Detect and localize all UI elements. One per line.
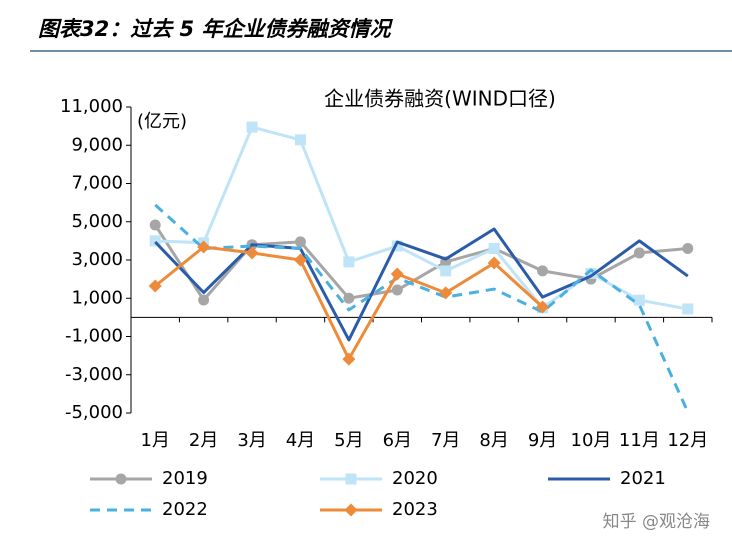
x-tick-label: 4月 — [286, 430, 315, 451]
legend-label: 2019 — [162, 468, 208, 489]
point — [343, 292, 355, 304]
point — [390, 267, 404, 281]
point — [488, 243, 500, 255]
y-tick-label: 11,000 — [60, 96, 123, 117]
point — [342, 352, 356, 366]
point — [149, 219, 161, 231]
point — [536, 300, 550, 314]
x-tick-label: 3月 — [237, 430, 266, 451]
point — [682, 243, 694, 255]
x-tick-label: 6月 — [383, 430, 412, 451]
legend-label: 2021 — [620, 468, 666, 489]
legend-marker — [344, 503, 358, 517]
chart-title: 企业债券融资(WIND口径) — [324, 87, 556, 111]
point — [197, 240, 211, 254]
y-tick-label: -5,000 — [65, 402, 123, 423]
x-tick-label: 2月 — [189, 430, 218, 451]
point — [487, 256, 501, 270]
point — [148, 279, 162, 293]
y-tick-label: 5,000 — [71, 211, 123, 232]
y-tick-label: 9,000 — [71, 134, 123, 155]
point — [633, 247, 645, 259]
y-tick-label: 1,000 — [71, 287, 123, 308]
point — [294, 236, 306, 248]
point — [198, 294, 210, 306]
point — [343, 256, 355, 268]
legend-marker — [115, 473, 127, 485]
y-tick-label: -3,000 — [65, 364, 123, 385]
x-tick-label: 8月 — [479, 430, 508, 451]
point — [391, 284, 403, 296]
point — [149, 235, 161, 247]
legend-label: 2020 — [392, 468, 438, 489]
x-tick-label: 11月 — [619, 430, 660, 451]
point — [633, 294, 645, 306]
legend-marker — [345, 473, 357, 485]
point — [294, 134, 306, 146]
y-tick-label: 7,000 — [71, 173, 123, 194]
point — [391, 240, 403, 252]
series-line — [154, 203, 690, 413]
x-tick-label: 10月 — [571, 430, 612, 451]
point — [537, 265, 549, 277]
y-tick-label: 3,000 — [71, 249, 123, 270]
legend-label: 2023 — [392, 499, 438, 520]
y-tick-label: -1,000 — [65, 326, 123, 347]
watermark: 知乎 @观沧海 — [603, 512, 710, 532]
series-line — [155, 125, 689, 311]
point — [246, 121, 258, 133]
x-tick-label: 5月 — [334, 430, 363, 451]
point — [293, 253, 307, 267]
x-tick-label: 7月 — [431, 430, 460, 451]
x-tick-label: 12月 — [667, 430, 708, 451]
header-title: 图表32：过去 5 年企业债券融资情况 — [38, 17, 393, 41]
x-tick-label: 1月 — [140, 430, 169, 451]
y-axis-label: (亿元) — [137, 111, 187, 132]
x-tick-label: 9月 — [528, 430, 557, 451]
point — [439, 286, 453, 300]
point — [245, 246, 259, 260]
point — [682, 303, 694, 315]
point — [440, 265, 452, 277]
point — [585, 267, 597, 279]
legend-label: 2022 — [162, 499, 208, 520]
